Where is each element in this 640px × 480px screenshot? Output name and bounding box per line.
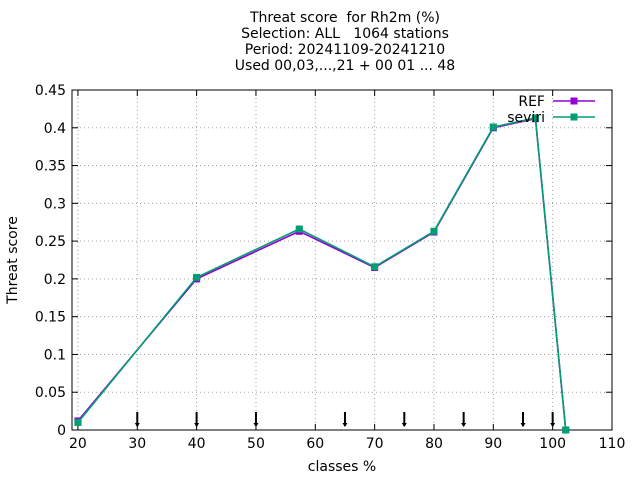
y-tick-label: 0.05: [35, 385, 66, 401]
y-tick-label: 0.15: [35, 310, 66, 326]
x-tick-label: 20: [69, 436, 87, 452]
chart-title: Threat score for Rh2m (%) Selection: ALL…: [0, 10, 640, 74]
series-group: [74, 114, 570, 434]
x-axis-label: classes %: [308, 459, 376, 475]
title-line-1: Threat score for Rh2m (%): [249, 10, 441, 26]
series-point: [74, 418, 82, 426]
x-tick-label: 90: [484, 436, 502, 452]
series-point: [295, 225, 303, 233]
x-tick-label: 80: [425, 436, 443, 452]
y-tick-label: 0.25: [35, 234, 66, 250]
title-line-2: Selection: ALL 1064 stations: [241, 26, 449, 42]
plot-frame: [71, 89, 613, 431]
y-tick-label: 0.1: [44, 347, 66, 363]
legend-marker: [570, 113, 578, 121]
title-line-3: Period: 20241109-20241210: [244, 42, 446, 58]
y-tick-label: 0.45: [35, 83, 66, 99]
x-tick-label: 60: [306, 436, 324, 452]
y-tick-label: 0.35: [35, 159, 66, 175]
x-tick-label: 40: [188, 436, 206, 452]
series-point: [489, 123, 497, 131]
y-tick-label: 0.2: [44, 272, 66, 288]
class-marker-arrowhead: [401, 423, 407, 427]
axis-ticks: 20 30 40 50 60 70 80 90 100 110 0 0.05 0.1 0.15 0.2 0.2…: [35, 83, 626, 452]
y-tick-label: 0.4: [44, 121, 66, 137]
class-marker-arrowhead: [461, 423, 467, 427]
y-axis-label: Threat score: [5, 216, 21, 305]
series-point: [371, 263, 379, 271]
x-tick-label: 50: [247, 436, 265, 452]
series-point: [193, 273, 201, 281]
series-point: [531, 114, 539, 122]
x-tick-label: 110: [599, 436, 626, 452]
series-point: [430, 227, 438, 235]
x-tick-label: 100: [539, 436, 566, 452]
legend-label: REF: [518, 94, 545, 110]
class-marker-arrowhead: [520, 423, 526, 427]
series-line: [77, 116, 567, 431]
class-markers: [134, 412, 556, 427]
grid: [72, 89, 613, 431]
y-tick-label: 0.3: [44, 196, 66, 212]
legend-label: seviri: [507, 110, 545, 126]
y-tick-label: 0: [57, 423, 66, 439]
legend-marker: [570, 97, 578, 105]
title-line-4: Used 00,03,...,21 + 00 01 ... 48: [234, 58, 456, 74]
x-tick-label: 70: [366, 436, 384, 452]
class-marker-arrowhead: [342, 423, 348, 427]
x-tick-label: 30: [128, 436, 146, 452]
series-point: [562, 426, 570, 434]
